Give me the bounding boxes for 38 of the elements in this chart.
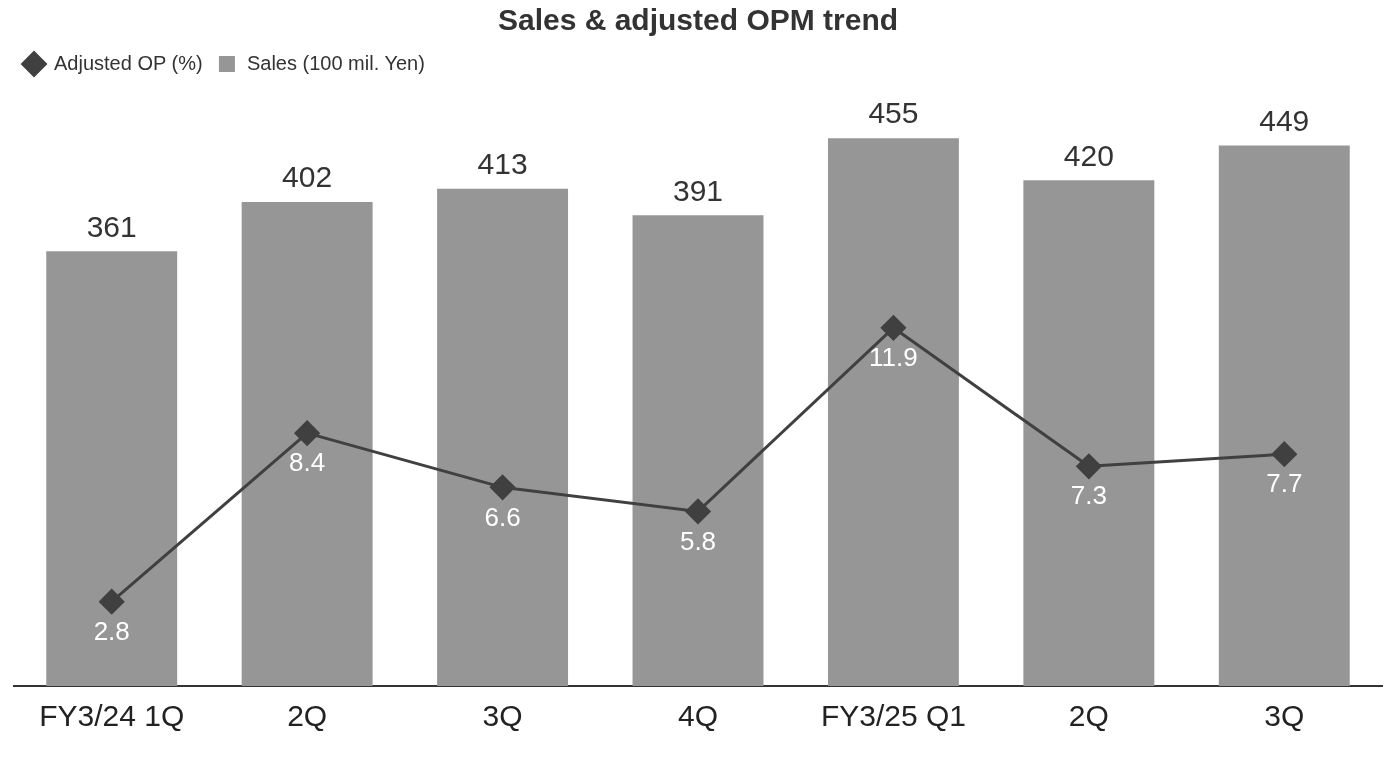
data-label: 7.3 [1070,480,1107,511]
data-label: 361 [86,209,137,243]
point [490,474,516,500]
x-tick-label: FY3/25 Q1 [820,699,966,733]
point [1271,441,1297,467]
bar [46,251,178,686]
point [294,420,320,446]
data-label: 455 [868,96,919,130]
chart-title: Sales & adjusted OPM trend [497,3,899,37]
x-tick-label: 3Q [1264,699,1305,733]
bar [437,188,569,686]
data-label: 420 [1063,138,1114,172]
bar [1023,180,1155,686]
data-label: 5.8 [679,525,717,556]
legend-label: Sales (100 mil. Yen) [246,51,425,74]
data-label: 449 [1259,103,1310,137]
bar [1218,145,1350,686]
x-tick-label: 2Q [287,699,328,733]
legend-label: Adjusted OP (%) [54,51,203,74]
data-label: 7.7 [1266,468,1303,499]
point [685,498,711,524]
data-label: 6.6 [484,501,521,532]
x-tick-label: FY3/24 1Q [39,699,185,733]
point [880,315,906,341]
x-tick-label: 3Q [482,699,523,733]
x-tick-label: 2Q [1068,699,1109,733]
data-label: 413 [477,147,528,181]
data-label: 8.4 [289,447,326,478]
data-label: 402 [282,160,333,194]
data-label: 391 [672,173,724,207]
x-tick-label: 4Q [677,699,719,733]
bar [632,215,764,686]
bar [241,201,373,686]
data-label: 2.8 [93,615,130,646]
point [99,589,125,615]
point [1076,453,1102,479]
bar [827,138,959,686]
data-label: 11.9 [869,341,918,372]
